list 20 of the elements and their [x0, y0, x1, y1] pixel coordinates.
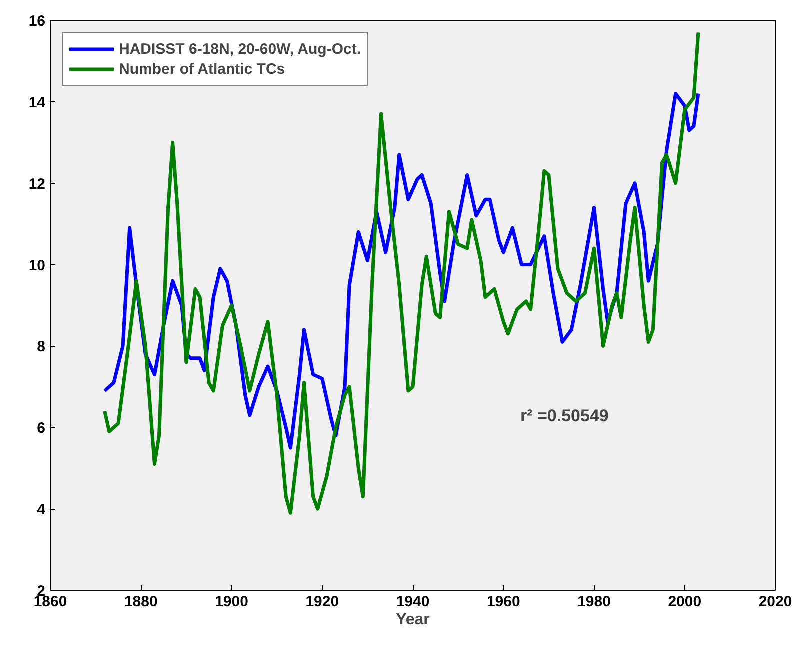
- line-series: [103, 30, 700, 515]
- x-tick-label: 1980: [578, 594, 611, 610]
- x-tick-label: 1880: [124, 594, 158, 610]
- x-tick-label: 2000: [668, 594, 702, 610]
- x-tick-label: 1940: [396, 594, 430, 610]
- legend-label: HADISST 6-18N, 20-60W, Aug-Oct.: [119, 40, 361, 58]
- y-tick-label: 4: [37, 502, 46, 519]
- x-tick-label: 1920: [306, 594, 340, 610]
- y-tick-label: 14: [28, 94, 46, 112]
- y-tick-label: 12: [28, 176, 46, 193]
- y-tick-label: 8: [37, 338, 46, 356]
- y-tick-label: 6: [37, 420, 46, 438]
- x-axis-title: Year: [396, 612, 430, 628]
- legend-label: Number of Atlantic TCs: [119, 60, 286, 78]
- y-tick-label: 10: [28, 257, 46, 274]
- x-tick-label: 1960: [486, 594, 520, 610]
- annotation: r² =0.50549: [520, 406, 609, 426]
- x-tick-label: 2020: [758, 594, 792, 610]
- x-tick-label: 1900: [215, 594, 248, 610]
- y-tick-label: 16: [28, 13, 46, 30]
